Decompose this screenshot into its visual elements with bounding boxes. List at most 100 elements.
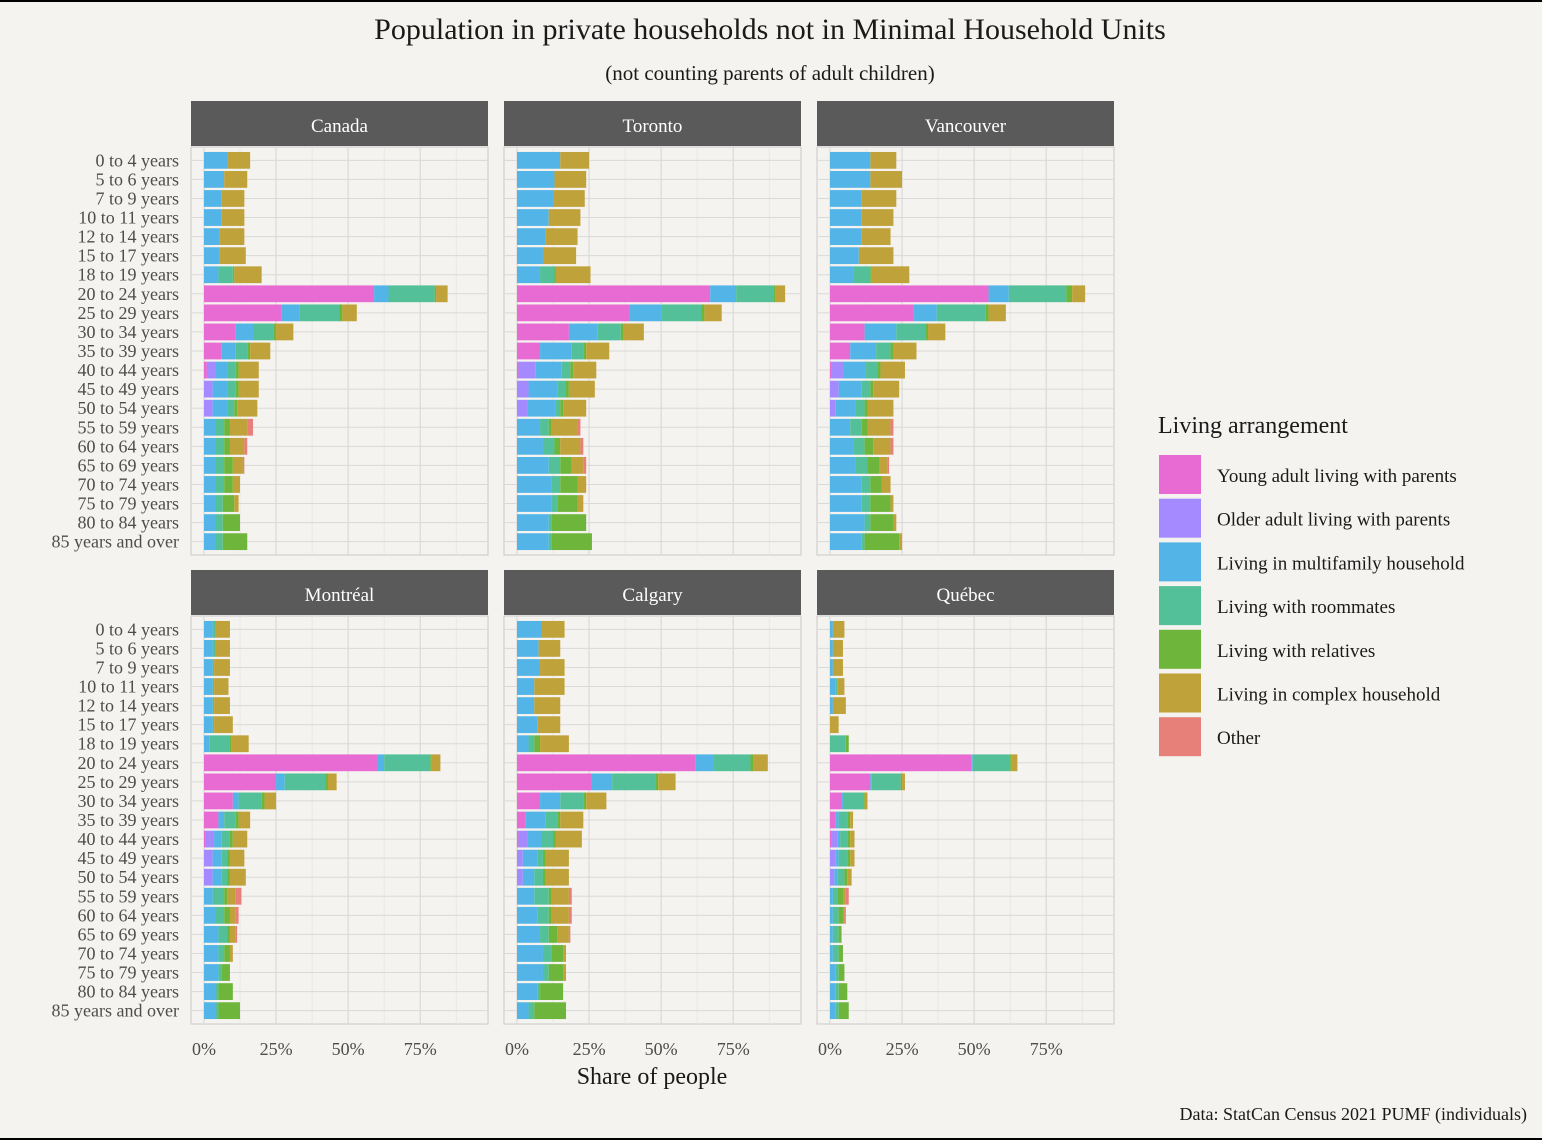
bar-segment-living-with-relatives: [870, 476, 882, 493]
bar-segment-living-in-multifamily-household: [204, 495, 216, 512]
bar-segment-living-in-multifamily-household: [204, 247, 220, 265]
bar-segment-living-with-relatives: [551, 514, 587, 531]
bar-segment-living-in-multifamily-household: [232, 792, 239, 810]
bar-segment-older-adult-living-with-parents: [204, 849, 213, 867]
bar-segment-young-adult-living-with-parents: [830, 323, 865, 341]
panel-strip: [817, 570, 1114, 615]
panel-strip-label: Toronto: [623, 116, 683, 137]
bar-segment-older-adult-living-with-parents: [204, 399, 213, 417]
bar-segment-living-with-roommates: [597, 323, 621, 341]
legend-label: Living with relatives: [1217, 641, 1375, 662]
x-tick-label: 75%: [404, 1039, 437, 1059]
bar-segment-living-in-complex-household: [540, 659, 565, 676]
bar-segment-living-in-complex-household: [842, 906, 845, 924]
bar-segment-other: [235, 926, 238, 943]
bar-segment-living-in-multifamily-household: [522, 849, 538, 867]
y-tick-label: 35 to 39 years: [78, 810, 179, 830]
panel-strip: [504, 570, 801, 615]
bar-segment-living-with-roommates: [212, 697, 215, 714]
bar-segment-living-with-relatives: [227, 926, 230, 943]
bar-segment-living-with-roommates: [542, 437, 555, 455]
bar-segment-living-in-complex-household: [276, 323, 294, 341]
bar-segment-living-with-relatives: [560, 399, 564, 417]
bar-segment-living-with-relatives: [218, 1002, 241, 1020]
bar-segment-living-in-multifamily-household: [517, 678, 535, 695]
bar-segment-living-in-complex-household: [928, 323, 946, 341]
bar-segment-older-adult-living-with-parents: [518, 361, 536, 379]
bar-segment-living-in-multifamily-household: [841, 792, 843, 810]
bar-segment-living-with-relatives: [227, 849, 230, 867]
bar-segment-living-in-multifamily-household: [517, 437, 543, 455]
bar-segment-living-with-relatives: [224, 457, 233, 474]
legend-swatch: [1159, 498, 1201, 538]
bar-segment-living-in-multifamily-household: [830, 190, 862, 207]
legend-title: Living arrangement: [1158, 413, 1348, 439]
bar-segment-living-in-multifamily-household: [204, 983, 216, 1000]
bar-segment-young-adult-living-with-parents: [204, 830, 206, 848]
bar-segment-living-in-complex-household: [1011, 754, 1018, 772]
bar-segment-living-in-complex-household: [858, 247, 894, 265]
y-tick-label: 0 to 4 years: [96, 619, 179, 639]
bar-segment-living-in-complex-household: [214, 716, 233, 734]
bar-segment-living-in-complex-household: [861, 228, 891, 245]
bar-segment-young-adult-living-with-parents: [830, 773, 871, 791]
panel-toronto: Toronto: [503, 101, 802, 556]
bar-segment-living-in-complex-household: [224, 171, 248, 188]
bar-segment-living-in-complex-household: [867, 399, 894, 417]
bar-segment-older-adult-living-with-parents: [517, 868, 523, 886]
bar-segment-living-in-multifamily-household: [830, 495, 862, 512]
bar-segment-living-with-roommates: [221, 849, 228, 867]
bar-segment-living-in-complex-household: [577, 476, 587, 493]
bar-segment-living-in-multifamily-household: [517, 1002, 529, 1020]
bar-segment-living-with-roommates: [215, 476, 225, 493]
bar-segment-living-with-relatives: [870, 380, 874, 398]
bar-segment-living-in-multifamily-household: [540, 792, 561, 810]
bar-segment-living-in-multifamily-household: [204, 964, 219, 981]
bar-segment-living-with-relatives: [877, 361, 881, 379]
bar-segment-living-in-multifamily-household: [830, 247, 859, 265]
bar-segment-living-in-multifamily-household: [204, 514, 216, 531]
bar-segment-living-with-relatives: [542, 849, 546, 867]
bar-segment-living-with-roommates: [832, 945, 839, 962]
bar-segment-living-in-multifamily-household: [204, 437, 216, 455]
bar-segment-living-with-roommates: [218, 926, 228, 943]
bar-segment-living-in-multifamily-household: [517, 209, 549, 226]
bar-segment-living-with-roommates: [835, 983, 839, 1000]
bar-segment-young-adult-living-with-parents: [517, 792, 541, 810]
bar-segment-living-in-multifamily-household: [204, 190, 222, 207]
legend-entry-living-in-multifamily-household: Living in multifamily household: [1159, 542, 1465, 582]
bar-segment-living-in-multifamily-household: [830, 209, 862, 226]
bar-segment-young-adult-living-with-parents: [517, 304, 630, 322]
bar-segment-living-with-roommates: [540, 266, 555, 284]
bar-segment-young-adult-living-with-parents: [517, 342, 541, 360]
bar-segment-living-with-relatives: [890, 342, 894, 360]
bar-segment-living-in-multifamily-household: [204, 151, 228, 169]
panel-strip-label: Calgary: [622, 585, 683, 606]
bar-segment-living-in-multifamily-household: [517, 495, 552, 512]
bar-segment-living-in-complex-household: [881, 476, 891, 493]
bar-segment-living-in-multifamily-household: [835, 811, 839, 829]
bar-segment-living-in-complex-household: [214, 659, 230, 676]
legend: Young adult living with parents Older adu…: [1159, 455, 1465, 757]
panel-strip-label: Québec: [936, 585, 994, 606]
bar-segment-living-in-complex-household: [871, 266, 910, 284]
bar-segment-young-adult-living-with-parents: [204, 773, 277, 791]
bar-segment-young-adult-living-with-parents: [517, 323, 569, 341]
bar-segment-living-in-complex-household: [560, 811, 584, 829]
bar-segment-young-adult-living-with-parents: [204, 304, 282, 322]
y-tick-label: 15 to 17 years: [78, 715, 179, 735]
bar-segment-living-in-multifamily-household: [842, 361, 867, 379]
bar-segment-living-with-relatives: [701, 304, 705, 322]
bar-segment-living-in-multifamily-household: [204, 906, 216, 924]
bar-segment-living-with-relatives: [224, 945, 230, 962]
bar-segment-living-in-complex-household: [899, 533, 903, 551]
bar-segment-living-in-complex-household: [238, 811, 251, 829]
bar-segment-living-with-relatives: [224, 476, 233, 493]
bar-segment-living-with-relatives: [864, 533, 900, 551]
bar-segment-living-in-multifamily-household: [517, 716, 538, 734]
y-tick-label: 75 to 79 years: [78, 963, 179, 983]
bar-segment-living-in-multifamily-household: [695, 754, 714, 772]
bar-segment-living-with-roommates: [528, 1002, 535, 1020]
x-tick-label: 75%: [1030, 1039, 1063, 1059]
bar-segment-living-in-complex-household: [234, 495, 239, 512]
